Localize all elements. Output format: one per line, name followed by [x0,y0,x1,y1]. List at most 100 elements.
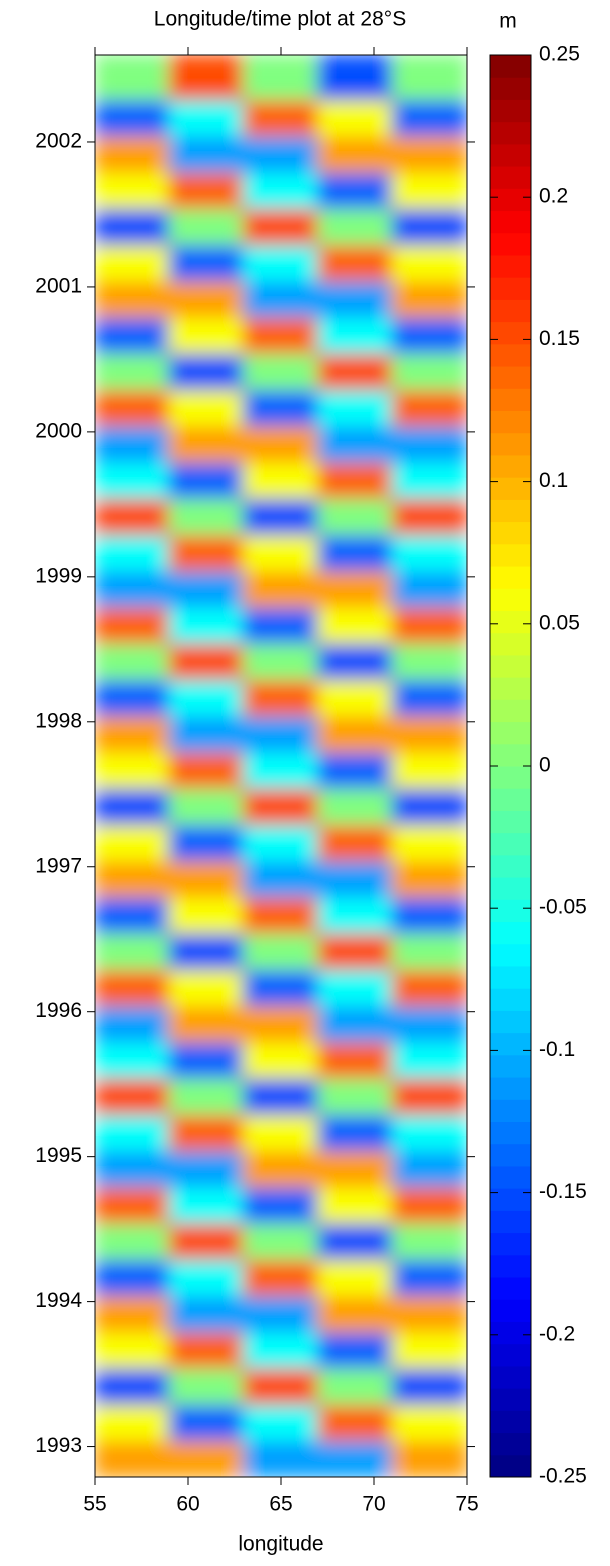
colorbar-swatch [490,143,531,167]
heatmap-cell [317,786,394,825]
heatmap-cell [317,714,394,753]
heatmap-cell [242,134,320,173]
heatmap-cell [95,1330,171,1369]
colorbar-swatch [490,854,531,878]
heatmap-cell [317,1257,394,1297]
heatmap-cell [168,134,245,173]
heatmap-cell [317,1040,394,1079]
colorbar-tick-label: -0.15 [539,1180,587,1203]
heatmap-cell [168,55,245,101]
colorbar-swatch [490,121,531,145]
heatmap-cell [317,279,394,318]
colorbar-tick-label: -0.1 [539,1038,575,1061]
heatmap-cell [242,1402,320,1442]
heatmap-cell [317,1112,394,1152]
heatmap-cell [95,533,171,572]
heatmap-cell [242,279,320,318]
heatmap-cell [317,1294,394,1333]
y-tick-label: 1993 [35,1434,82,1457]
colorbar-swatch [490,254,531,278]
heatmap-cell [242,1294,320,1333]
colorbar-swatch [490,1032,531,1056]
heatmap-cell [95,1076,171,1115]
heatmap-cell [317,460,394,499]
colorbar-swatch [490,277,531,300]
colorbar-swatch [490,1299,531,1322]
heatmap-cell [391,351,467,391]
heatmap-cell [391,641,467,681]
heatmap-cell [95,895,171,934]
heatmap-cell [317,678,394,717]
y-tick-label: 1995 [35,1144,82,1167]
heatmap-cell [168,279,245,318]
colorbar-swatch [490,499,531,523]
heatmap-cell [95,714,171,753]
heatmap-cell [391,1366,467,1405]
colorbar-swatch [490,899,531,923]
heatmap-cell [317,641,394,681]
heatmap-cell [168,98,245,137]
heatmap-cell [168,678,245,717]
heatmap-cell [168,967,245,1007]
heatmap-cell [242,750,320,789]
heatmap-cell [317,895,394,934]
heatmap-cell [168,641,245,681]
heatmap-cell [95,1185,171,1224]
heatmap-cell [242,1439,320,1477]
heatmap-cell [95,931,171,970]
heatmap-cell [95,496,171,536]
heatmap-cell [391,1112,467,1152]
heatmap-cell [242,786,320,825]
colorbar-swatch [490,1010,531,1034]
heatmap-cell [242,822,320,862]
heatmap-cell [95,822,171,862]
heatmap-cell [317,170,394,209]
heatmap-cell [391,98,467,137]
colorbar-swatch [490,632,531,656]
heatmap-cell [95,388,171,427]
colorbar-swatch [490,1365,531,1389]
heatmap-cell [168,895,245,934]
heatmap-cell [242,388,320,427]
y-tick-label: 2000 [35,419,82,442]
colorbar-swatch [490,299,531,323]
heatmap-cell [168,315,245,354]
heatmap-cell [95,1221,171,1260]
heatmap-cell [317,1330,394,1369]
colorbar-swatch [490,454,531,478]
heatmap-cell [168,1004,245,1043]
heatmap-cell [168,1257,245,1297]
heatmap-cell [391,243,467,282]
colorbar-swatch [490,1277,531,1300]
heatmap-cell [317,424,394,463]
heatmap-cell [242,98,320,137]
heatmap-cell [317,496,394,536]
colorbar [490,55,531,1478]
heatmap-cell [242,967,320,1007]
heatmap-cell [317,1185,394,1224]
heatmap-cell [168,1149,245,1188]
colorbar-swatch [490,477,531,500]
heatmap-cell [168,1076,245,1115]
heatmap-cell [242,424,320,463]
colorbar-swatch [490,1077,531,1100]
heatmap-cell [242,533,320,572]
heatmap-cell [391,1185,467,1224]
heatmap-cell [391,1439,467,1477]
heatmap-cell [391,1257,467,1297]
heatmap-cell [391,786,467,825]
x-tick-label: 60 [176,1493,199,1516]
heatmap-cell [242,605,320,644]
heatmap-cell [391,279,467,318]
colorbar-tick-label: -0.2 [539,1322,575,1345]
colorbar-swatch [490,321,531,345]
colorbar-swatch [490,988,531,1011]
heatmap-cell [95,678,171,717]
colorbar-swatch [490,721,531,745]
colorbar-tick-label: 0.25 [539,43,580,66]
heatmap-cell [391,967,467,1007]
heatmap-cell [168,388,245,427]
heatmap-cell [317,750,394,789]
heatmap-cell [95,206,171,246]
heatmap-cell [95,1294,171,1333]
